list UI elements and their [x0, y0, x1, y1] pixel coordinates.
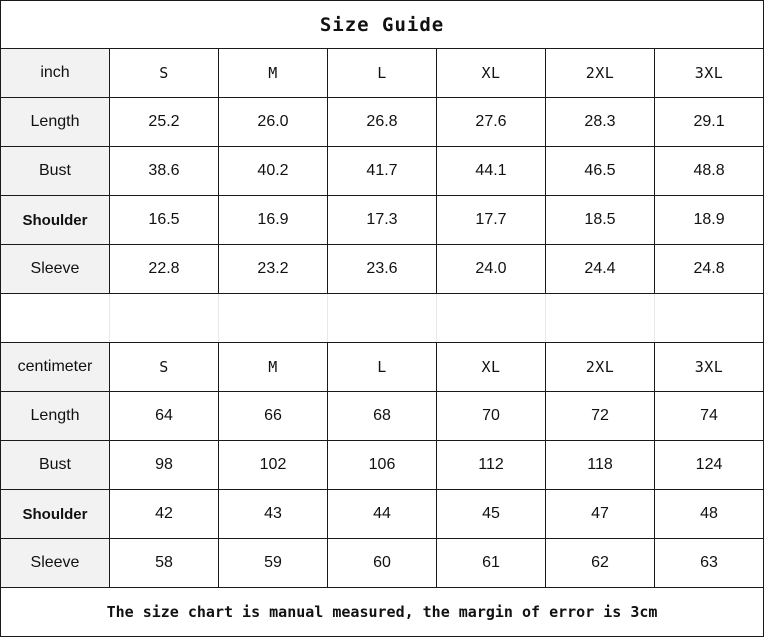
size-header-xl: XL: [436, 48, 546, 98]
size-header-l: L: [327, 342, 437, 392]
table-row: Length 25.2 26.0 26.8 27.6 28.3 29.1: [0, 97, 764, 147]
cell-cm-length-m: 66: [218, 391, 328, 441]
spacer-cell: [0, 293, 110, 343]
cell-inch-sleeve-2xl: 24.4: [545, 244, 655, 294]
cell-cm-bust-3xl: 124: [653, 440, 764, 490]
cell-inch-shoulder-l: 17.3: [327, 195, 437, 245]
spacer-cell: [327, 293, 437, 343]
spacer-cell: [109, 293, 219, 343]
size-header-2xl: 2XL: [545, 342, 655, 392]
measure-label-length: Length: [0, 97, 110, 147]
measure-label-shoulder: Shoulder: [0, 489, 110, 539]
cell-cm-sleeve-xl: 61: [436, 538, 546, 588]
cell-inch-length-xl: 27.6: [436, 97, 546, 147]
cell-cm-shoulder-l: 44: [327, 489, 437, 539]
cell-cm-shoulder-m: 43: [218, 489, 328, 539]
cell-inch-shoulder-3xl: 18.9: [653, 195, 764, 245]
size-header-s: S: [109, 48, 219, 98]
measure-label-sleeve: Sleeve: [0, 244, 110, 294]
cell-inch-shoulder-s: 16.5: [109, 195, 219, 245]
cell-cm-length-2xl: 72: [545, 391, 655, 441]
size-header-s: S: [109, 342, 219, 392]
cell-cm-shoulder-3xl: 48: [653, 489, 764, 539]
cell-inch-bust-l: 41.7: [327, 146, 437, 196]
size-header-l: L: [327, 48, 437, 98]
measure-label-shoulder: Shoulder: [0, 195, 110, 245]
table-row: Shoulder 42 43 44 45 47 48: [0, 489, 764, 539]
spacer-cell: [653, 293, 764, 343]
cell-inch-bust-m: 40.2: [218, 146, 328, 196]
cell-inch-shoulder-m: 16.9: [218, 195, 328, 245]
measure-label-length: Length: [0, 391, 110, 441]
cell-cm-length-s: 64: [109, 391, 219, 441]
cell-cm-sleeve-l: 60: [327, 538, 437, 588]
cell-inch-length-3xl: 29.1: [653, 97, 764, 147]
size-header-xl: XL: [436, 342, 546, 392]
cell-cm-sleeve-s: 58: [109, 538, 219, 588]
cell-cm-shoulder-xl: 45: [436, 489, 546, 539]
page-title: Size Guide: [0, 0, 764, 49]
unit-label-inch: inch: [0, 48, 110, 98]
cell-cm-bust-2xl: 118: [545, 440, 655, 490]
spacer-cell: [545, 293, 655, 343]
cell-inch-sleeve-l: 23.6: [327, 244, 437, 294]
table-row: Sleeve 58 59 60 61 62 63: [0, 538, 764, 588]
cell-cm-sleeve-2xl: 62: [545, 538, 655, 588]
table-row: Length 64 66 68 70 72 74: [0, 391, 764, 441]
cell-cm-length-l: 68: [327, 391, 437, 441]
cell-cm-shoulder-s: 42: [109, 489, 219, 539]
title-row: Size Guide: [0, 0, 764, 49]
cell-inch-sleeve-m: 23.2: [218, 244, 328, 294]
footer-note-row: The size chart is manual measured, the m…: [0, 587, 764, 637]
cell-cm-sleeve-m: 59: [218, 538, 328, 588]
size-header-2xl: 2XL: [545, 48, 655, 98]
cell-cm-bust-s: 98: [109, 440, 219, 490]
header-row-centimeter: centimeter S M L XL 2XL 3XL: [0, 342, 764, 392]
measure-label-sleeve: Sleeve: [0, 538, 110, 588]
cell-inch-sleeve-s: 22.8: [109, 244, 219, 294]
cell-cm-length-xl: 70: [436, 391, 546, 441]
cell-inch-length-l: 26.8: [327, 97, 437, 147]
measure-label-bust: Bust: [0, 146, 110, 196]
cell-inch-bust-xl: 44.1: [436, 146, 546, 196]
cell-cm-bust-m: 102: [218, 440, 328, 490]
table-row: Sleeve 22.8 23.2 23.6 24.0 24.4 24.8: [0, 244, 764, 294]
measure-label-bust: Bust: [0, 440, 110, 490]
measurement-disclaimer: The size chart is manual measured, the m…: [0, 587, 764, 637]
cell-inch-length-s: 25.2: [109, 97, 219, 147]
header-row-inch: inch S M L XL 2XL 3XL: [0, 48, 764, 98]
cell-inch-bust-2xl: 46.5: [545, 146, 655, 196]
table-row: Bust 98 102 106 112 118 124: [0, 440, 764, 490]
cell-inch-sleeve-3xl: 24.8: [653, 244, 764, 294]
table-row: Shoulder 16.5 16.9 17.3 17.7 18.5 18.9: [0, 195, 764, 245]
section-spacer-row: [0, 293, 764, 343]
cell-cm-shoulder-2xl: 47: [545, 489, 655, 539]
size-header-3xl: 3XL: [653, 342, 764, 392]
spacer-cell: [218, 293, 328, 343]
cell-inch-length-2xl: 28.3: [545, 97, 655, 147]
cell-inch-shoulder-2xl: 18.5: [545, 195, 655, 245]
size-header-m: M: [218, 48, 328, 98]
cell-cm-bust-xl: 112: [436, 440, 546, 490]
cell-inch-bust-s: 38.6: [109, 146, 219, 196]
cell-inch-length-m: 26.0: [218, 97, 328, 147]
cell-inch-bust-3xl: 48.8: [653, 146, 764, 196]
cell-inch-shoulder-xl: 17.7: [436, 195, 546, 245]
cell-inch-sleeve-xl: 24.0: [436, 244, 546, 294]
size-header-3xl: 3XL: [653, 48, 764, 98]
cell-cm-sleeve-3xl: 63: [653, 538, 764, 588]
cell-cm-bust-l: 106: [327, 440, 437, 490]
table-row: Bust 38.6 40.2 41.7 44.1 46.5 48.8: [0, 146, 764, 196]
size-header-m: M: [218, 342, 328, 392]
unit-label-centimeter: centimeter: [0, 342, 110, 392]
cell-cm-length-3xl: 74: [653, 391, 764, 441]
spacer-cell: [436, 293, 546, 343]
